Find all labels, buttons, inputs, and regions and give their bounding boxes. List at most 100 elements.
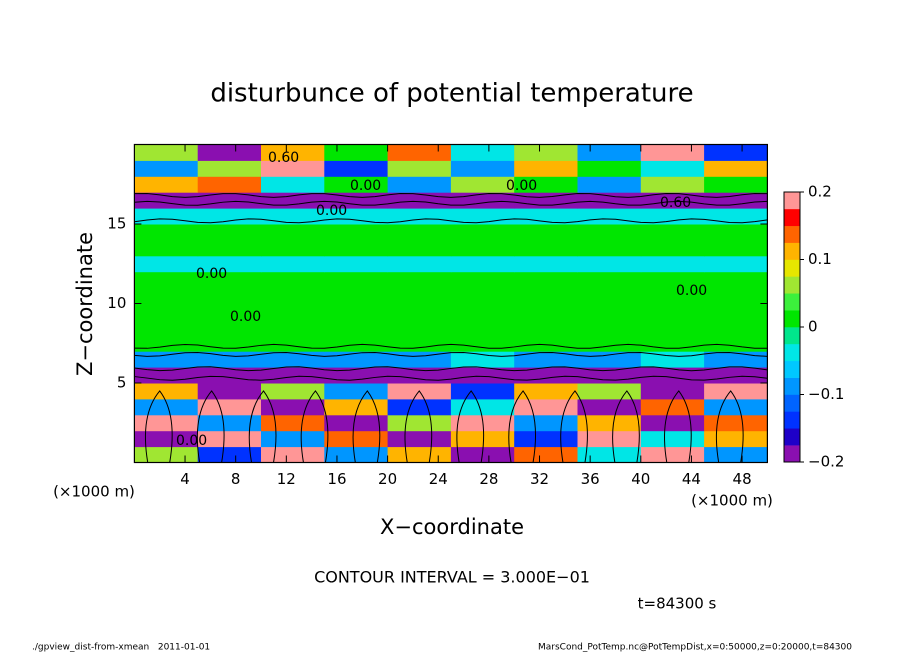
contour-label: 0.00 (676, 283, 707, 299)
field-cell (640, 367, 705, 384)
field-cell (640, 208, 705, 225)
field-cell (577, 144, 642, 161)
field-cell (134, 239, 199, 257)
field-cell (261, 208, 325, 225)
colorbar-swatch (784, 293, 800, 311)
field-cell (514, 255, 578, 273)
field-cell (704, 224, 768, 241)
field-cell (640, 176, 705, 193)
field-cell (197, 446, 262, 463)
x-tick-label: 12 (277, 470, 296, 488)
field-cell (134, 192, 199, 209)
x-tick-label: 20 (378, 470, 397, 488)
field-cell (387, 335, 452, 352)
colorbar-swatch (784, 192, 800, 210)
field-cell (450, 430, 515, 448)
field-cell (324, 144, 389, 161)
field-cell (640, 271, 705, 289)
field-cell (134, 446, 199, 463)
field-cell (197, 224, 262, 241)
field-cell (640, 319, 705, 336)
field-cell (450, 255, 515, 273)
field-cell (134, 271, 199, 289)
contour-line (134, 343, 768, 349)
field-cell (514, 335, 578, 352)
field-cell (324, 398, 389, 416)
field-cell (704, 239, 768, 257)
field-cell (324, 319, 389, 336)
field-cell (197, 367, 262, 384)
field-cell (640, 383, 705, 400)
field-cell (197, 335, 262, 352)
field-cell (261, 303, 325, 320)
contour-line (508, 390, 537, 463)
contour-label: 0.00 (176, 433, 207, 449)
contour-line (134, 218, 768, 224)
field-cell (640, 224, 705, 241)
field-cell (261, 446, 325, 463)
field-cell (387, 224, 452, 241)
y-tick-label: 5 (117, 374, 127, 392)
field-cell (640, 144, 705, 161)
field-cell (704, 144, 768, 161)
colorbar-swatch (784, 428, 800, 446)
colorbar-tick-label: −0.2 (808, 453, 844, 471)
field-cell (197, 160, 262, 177)
contour-line (456, 390, 485, 463)
field-cell (387, 160, 452, 177)
field-cell (134, 224, 199, 241)
field-cell (261, 271, 325, 289)
colorbar-swatch (784, 310, 800, 328)
field-cell (261, 144, 325, 161)
x-tick-label: 40 (631, 470, 650, 488)
field-cell (450, 160, 515, 177)
field-cell (324, 446, 389, 463)
field-cell (514, 176, 578, 193)
colorbar-tick-label: −0.1 (808, 385, 844, 403)
field-cell (577, 335, 642, 352)
field-cell (514, 319, 578, 336)
field-cell (704, 255, 768, 273)
field-cell (577, 383, 642, 400)
field-cell (387, 367, 452, 384)
contour-label: 0.00 (350, 178, 381, 194)
field-cell (261, 224, 325, 241)
field-cell (450, 398, 515, 416)
colorbar-tick-label: 0 (808, 318, 818, 336)
field-cell (577, 351, 642, 368)
x-axis-title: X−coordinate (380, 515, 524, 539)
colorbar-swatch (784, 377, 800, 395)
contour-label: 0.00 (316, 203, 347, 219)
field-cell (514, 351, 578, 368)
contour-interval: CONTOUR INTERVAL = 3.000E−01 (314, 568, 590, 587)
field-cell (134, 176, 199, 193)
field-cell (387, 255, 452, 273)
time-label: t=84300 s (638, 595, 717, 613)
field-cell (450, 144, 515, 161)
contour-label: 0.00 (506, 178, 537, 194)
contour-line (300, 390, 329, 463)
field-cell (197, 208, 262, 225)
field-cell (324, 160, 389, 177)
x-tick-label: 48 (733, 470, 752, 488)
footer-right: MarsCond_PotTemp.nc@PotTempDist,x=0:5000… (538, 643, 852, 653)
field-cell (197, 239, 262, 257)
field-cell (387, 430, 452, 448)
colorbar-swatch (784, 225, 800, 243)
field-cell (514, 303, 578, 320)
field-cell (261, 398, 325, 416)
field-cell (704, 271, 768, 289)
field-cell (261, 319, 325, 336)
field-cell (704, 192, 768, 209)
field-cell (134, 383, 199, 400)
field-cell (387, 446, 452, 463)
x-tick-label: 4 (180, 470, 190, 488)
field-cell (450, 383, 515, 400)
field-cell (450, 319, 515, 336)
field-cell (197, 414, 262, 432)
field-cell (324, 430, 389, 448)
field-cell (197, 398, 262, 416)
chart-title: disturbunce of potential temperature (210, 79, 693, 109)
field-cell (514, 144, 578, 161)
field-cell (134, 303, 199, 320)
